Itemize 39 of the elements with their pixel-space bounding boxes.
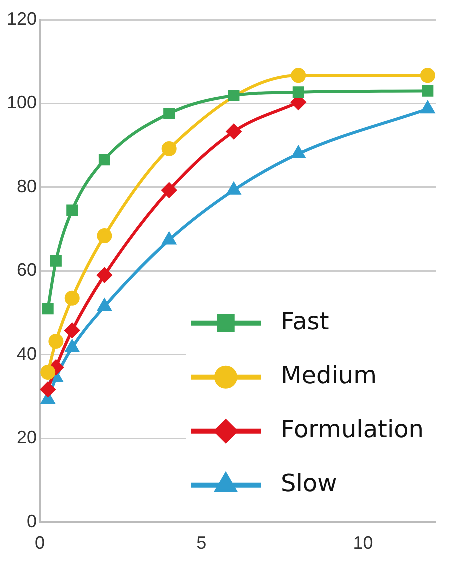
point [48,334,64,350]
point [66,204,78,216]
y-tick-label: 80 [17,176,38,196]
point [66,340,80,352]
point [420,68,436,84]
point [227,182,241,195]
point [164,108,176,120]
x-tick-label: 10 [353,533,374,554]
legend-label: Fast [281,308,330,336]
point [97,228,112,244]
point [162,182,177,198]
y-tick-label: 20 [17,428,38,448]
point [162,232,176,245]
point [40,365,56,380]
point [292,86,304,98]
point [228,90,240,102]
y-tick-label: 0 [27,511,38,532]
point [162,141,177,156]
point [226,124,242,140]
y-tick-label: 40 [17,344,38,364]
point [291,68,306,84]
point [422,85,434,97]
legend-label: Formulation [281,416,424,444]
y-tick-label: 100 [6,92,38,113]
point [64,290,80,306]
point [50,255,62,267]
point [40,382,56,398]
point [42,303,54,315]
x-tick-label: 5 [196,533,207,554]
y-tick-label: 120 [6,8,38,29]
y-tick-label: 60 [17,260,38,280]
point [98,299,112,312]
point [292,146,306,158]
point [421,102,435,114]
point [97,268,112,283]
legend-label: Medium [281,362,377,390]
legend-label: Slow [281,470,338,498]
point [98,154,110,166]
point [64,323,80,338]
